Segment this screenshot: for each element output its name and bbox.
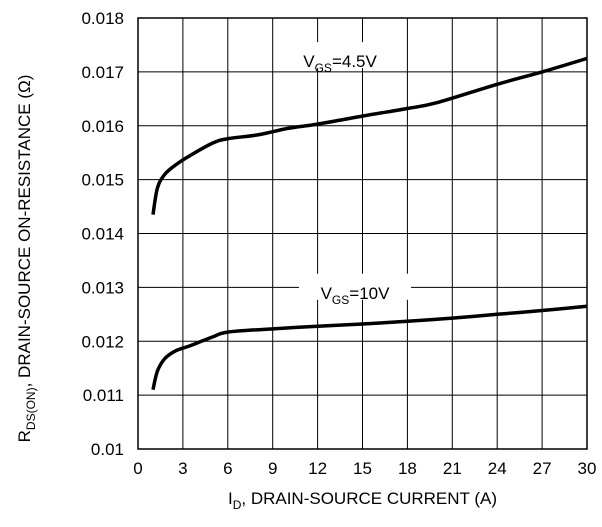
plot-frame xyxy=(137,17,588,450)
x-tick-label: 21 xyxy=(443,459,462,478)
series-line xyxy=(151,304,588,391)
y-tick-label: 0.013 xyxy=(81,278,124,297)
y-tick-label: 0.01 xyxy=(91,440,124,459)
series-lines xyxy=(151,56,588,391)
series-label-bg xyxy=(299,273,412,300)
y-tick-label: 0.011 xyxy=(83,386,124,405)
grid-lines xyxy=(138,18,587,449)
series-label: VGS=10V xyxy=(321,284,391,307)
series-label-sub: GS xyxy=(332,293,349,307)
x-tick-label: 9 xyxy=(268,459,277,478)
x-tick-label: 6 xyxy=(223,459,232,478)
series-label-rest: =4.5V xyxy=(332,52,378,71)
x-tick-label: 18 xyxy=(398,459,417,478)
x-tick-label: 30 xyxy=(578,459,597,478)
x-tick-label: 3 xyxy=(178,459,187,478)
axis-ticks: 0 3 6 9 12 15 18 21 24 27 30 0.01 0.011 0.012 0.013 0.0… xyxy=(81,9,596,478)
series-label-main: V xyxy=(303,52,315,71)
y-axis-label: RDS(ON), DRAIN-SOURCE ON-RESISTANCE (Ω) xyxy=(15,75,38,443)
y-tick-label: 0.016 xyxy=(81,117,124,136)
series-label-rest: =10V xyxy=(349,284,390,303)
series-label-sub: GS xyxy=(315,61,332,75)
x-tick-label: 0 xyxy=(133,459,142,478)
series-label-main: V xyxy=(321,284,333,303)
y-tick-label: 0.015 xyxy=(81,171,124,190)
x-tick-label: 15 xyxy=(353,459,372,478)
y-tick-label: 0.014 xyxy=(81,225,124,244)
series-line xyxy=(151,56,588,215)
x-tick-label: 12 xyxy=(308,459,327,478)
series-label: VGS=4.5V xyxy=(303,52,377,75)
x-axis-label: ID, DRAIN-SOURCE CURRENT (A) xyxy=(228,489,497,512)
series-label-bg xyxy=(277,42,404,69)
y-tick-label: 0.018 xyxy=(81,9,124,28)
y-tick-label: 0.012 xyxy=(81,332,124,351)
y-tick-label: 0.017 xyxy=(81,63,124,82)
x-tick-label: 27 xyxy=(533,459,552,478)
x-tick-label: 24 xyxy=(488,459,507,478)
